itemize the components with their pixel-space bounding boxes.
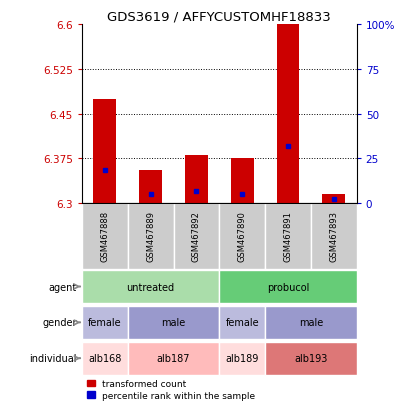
Bar: [173, 204, 219, 269]
Bar: [93, 100, 116, 204]
Bar: [184, 156, 207, 204]
Bar: [219, 306, 265, 339]
Bar: [265, 204, 310, 269]
Text: agent: agent: [48, 282, 76, 292]
Bar: [128, 306, 219, 339]
Text: female: female: [225, 318, 258, 328]
Text: gender: gender: [42, 318, 76, 328]
Bar: [82, 306, 128, 339]
Text: probucol: probucol: [266, 282, 308, 292]
Text: GSM467892: GSM467892: [191, 211, 200, 262]
Text: GSM467891: GSM467891: [283, 211, 292, 262]
Bar: [139, 171, 162, 204]
Bar: [230, 159, 253, 204]
Bar: [219, 342, 265, 375]
Bar: [82, 342, 128, 375]
Text: alb187: alb187: [156, 354, 190, 363]
Bar: [276, 25, 299, 204]
Bar: [219, 204, 265, 269]
Bar: [82, 204, 128, 269]
Text: alb168: alb168: [88, 354, 121, 363]
Text: male: male: [298, 318, 322, 328]
Bar: [82, 271, 219, 303]
Text: untreated: untreated: [126, 282, 174, 292]
Text: GSM467889: GSM467889: [146, 211, 155, 262]
Bar: [219, 271, 356, 303]
Text: individual: individual: [29, 354, 76, 363]
Text: GSM467890: GSM467890: [237, 211, 246, 262]
Text: alb193: alb193: [294, 354, 327, 363]
Legend: transformed count, percentile rank within the sample: transformed count, percentile rank withi…: [86, 379, 254, 400]
Bar: [321, 195, 344, 204]
Text: GSM467893: GSM467893: [328, 211, 337, 262]
Title: GDS3619 / AFFYCUSTOMHF18833: GDS3619 / AFFYCUSTOMHF18833: [107, 11, 330, 24]
Bar: [265, 306, 356, 339]
Text: female: female: [88, 318, 121, 328]
Bar: [265, 342, 356, 375]
Text: alb189: alb189: [225, 354, 258, 363]
Bar: [128, 204, 173, 269]
Text: GSM467888: GSM467888: [100, 211, 109, 262]
Bar: [128, 342, 219, 375]
Bar: [310, 204, 356, 269]
Text: male: male: [161, 318, 185, 328]
